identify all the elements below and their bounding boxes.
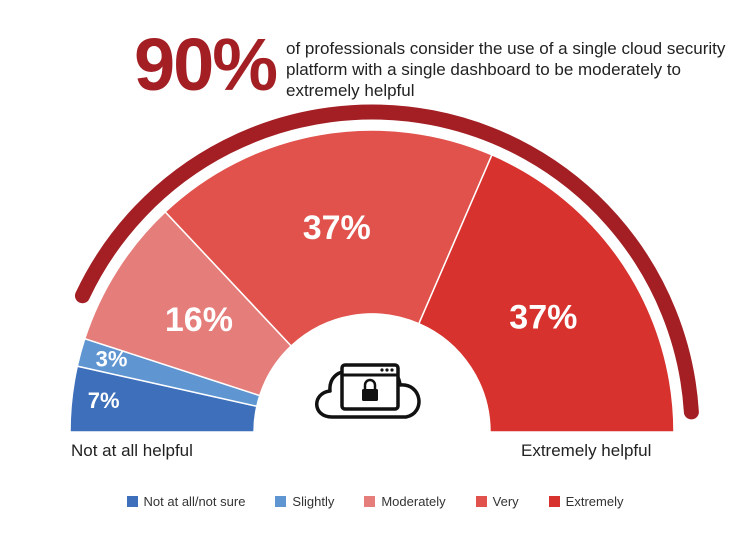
- segment-label: 7%: [88, 388, 120, 413]
- legend-swatch: [548, 496, 560, 507]
- segment-label: 37%: [509, 298, 577, 336]
- scale-end-label: Extremely helpful: [521, 441, 652, 460]
- legend-swatch: [475, 496, 487, 507]
- legend-label: Extremely: [565, 494, 624, 509]
- segment-extremely: [417, 153, 675, 433]
- legend-swatch: [275, 496, 287, 507]
- legend-swatch: [126, 496, 138, 507]
- headline-stat: 90%: [134, 23, 278, 106]
- segment-label: 3%: [96, 347, 128, 372]
- segment-label: 37%: [303, 209, 371, 247]
- legend-item: Extremely: [548, 494, 624, 509]
- segment-very: [164, 129, 493, 348]
- outer-arc: [74, 104, 699, 420]
- legend: Not at all/not sure Slightly Moderately Ver…: [0, 494, 750, 509]
- segment-labels: 7% 3% 16% 37% 37%: [88, 209, 578, 413]
- legend-item: Moderately: [364, 494, 446, 509]
- legend-item: Slightly: [275, 494, 334, 509]
- legend-label: Very: [492, 494, 519, 509]
- headline: 90% of professionals consider the use of…: [134, 24, 734, 114]
- segment-label: 16%: [165, 301, 233, 339]
- legend-item: Not at all/not sure: [126, 494, 246, 509]
- legend-swatch: [364, 496, 376, 507]
- headline-text: of professionals consider the use of a s…: [286, 39, 726, 100]
- legend-label: Not at all/not sure: [143, 494, 246, 509]
- segments: [69, 129, 675, 433]
- cloud-lock-browser-icon: [315, 363, 421, 419]
- legend-item: Very: [475, 494, 519, 509]
- legend-label: Slightly: [292, 494, 335, 509]
- scale-start-label: Not at all helpful: [71, 441, 193, 460]
- legend-label: Moderately: [381, 494, 446, 509]
